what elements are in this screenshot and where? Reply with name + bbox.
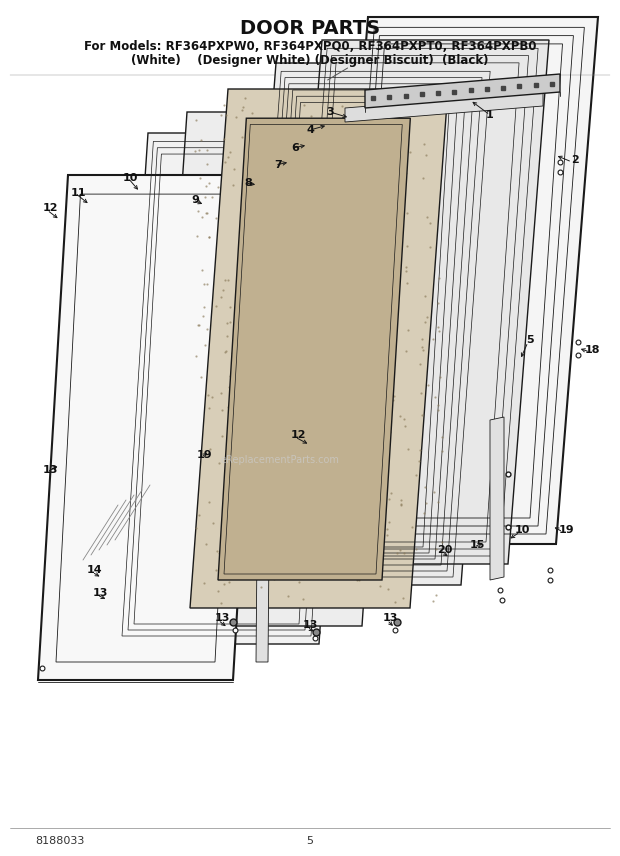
Text: 13: 13 xyxy=(383,613,397,623)
Text: 20: 20 xyxy=(437,545,453,555)
Text: (White)    (Designer White) (Designer Biscuit)  (Black): (White) (Designer White) (Designer Biscu… xyxy=(131,54,489,67)
Text: 13: 13 xyxy=(92,588,108,598)
Text: 5: 5 xyxy=(306,836,314,846)
Polygon shape xyxy=(490,417,504,580)
Text: 13: 13 xyxy=(215,613,229,623)
Polygon shape xyxy=(236,63,501,585)
Polygon shape xyxy=(190,89,448,608)
Text: 10: 10 xyxy=(515,525,529,535)
Text: For Models: RF364PXPW0, RF364PXPQ0, RF364PXPT0, RF364PXPB0: For Models: RF364PXPW0, RF364PXPQ0, RF36… xyxy=(84,39,536,52)
Text: 13: 13 xyxy=(303,620,317,630)
Polygon shape xyxy=(281,40,549,564)
Text: 2: 2 xyxy=(571,155,579,165)
Text: 13: 13 xyxy=(42,465,58,475)
Polygon shape xyxy=(38,175,263,680)
Text: 10: 10 xyxy=(122,173,138,183)
Text: 18: 18 xyxy=(584,345,600,355)
Text: 12: 12 xyxy=(290,430,306,440)
Text: 19: 19 xyxy=(558,525,574,535)
Polygon shape xyxy=(114,133,353,644)
Text: 9: 9 xyxy=(191,195,199,205)
Polygon shape xyxy=(218,118,410,580)
Text: 19: 19 xyxy=(196,450,212,460)
Polygon shape xyxy=(256,150,273,662)
Polygon shape xyxy=(326,17,598,544)
Text: 11: 11 xyxy=(70,188,86,198)
Text: DOOR PARTS: DOOR PARTS xyxy=(240,19,380,38)
Polygon shape xyxy=(345,92,543,122)
Text: 8: 8 xyxy=(244,178,252,188)
Text: 4: 4 xyxy=(306,125,314,135)
Text: 1: 1 xyxy=(486,110,494,120)
Text: 8188033: 8188033 xyxy=(35,836,84,846)
Text: 7: 7 xyxy=(274,160,282,170)
Polygon shape xyxy=(152,112,397,626)
Text: eReplacementParts.com: eReplacementParts.com xyxy=(221,455,339,465)
Text: 14: 14 xyxy=(87,565,103,575)
Text: 15: 15 xyxy=(469,540,485,550)
Text: 6: 6 xyxy=(291,143,299,153)
Text: 12: 12 xyxy=(42,203,58,213)
Text: 3: 3 xyxy=(326,107,334,117)
Polygon shape xyxy=(365,74,560,108)
Text: 5: 5 xyxy=(526,335,534,345)
